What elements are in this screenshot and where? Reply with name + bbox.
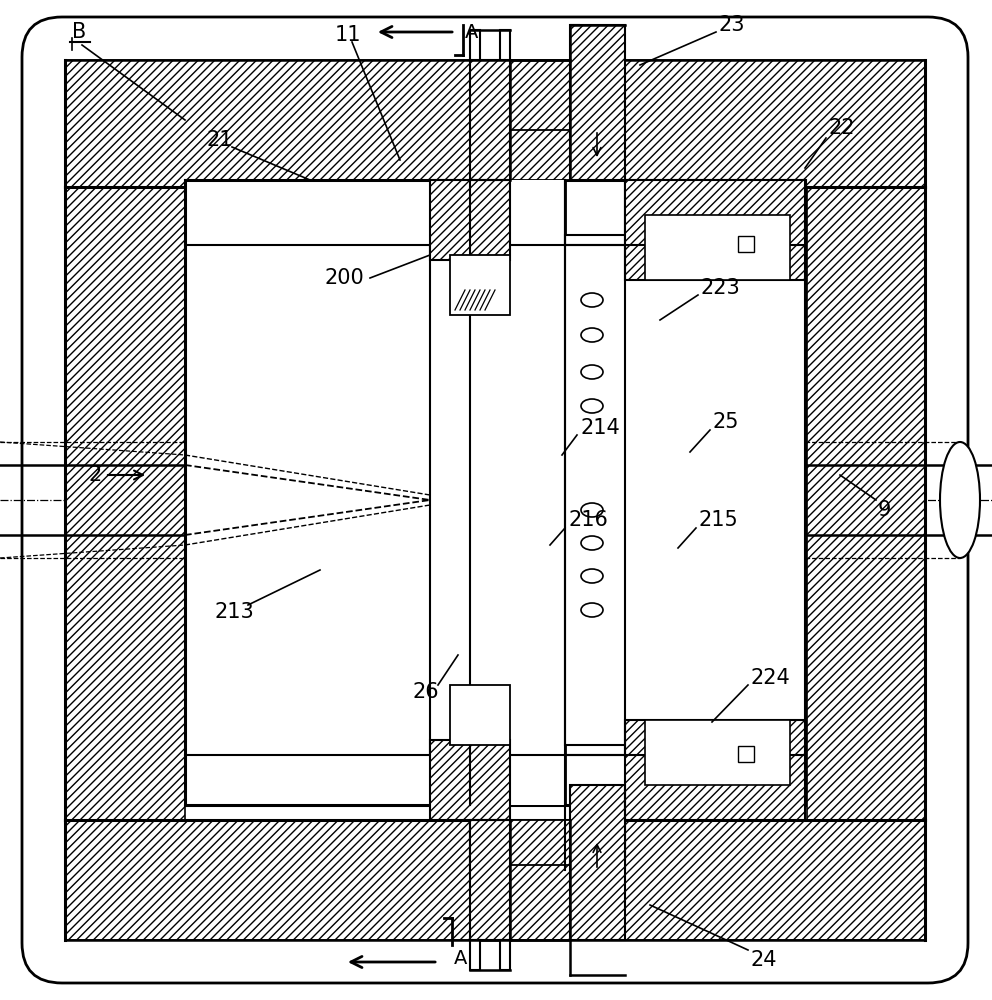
Bar <box>500 940 510 970</box>
Bar <box>185 180 565 805</box>
Text: A: A <box>454 948 467 968</box>
Bar <box>625 180 805 280</box>
Bar <box>450 685 510 745</box>
Bar <box>470 180 565 805</box>
Ellipse shape <box>940 442 980 558</box>
Bar <box>65 820 925 940</box>
Ellipse shape <box>581 603 603 617</box>
Bar <box>470 60 510 180</box>
Text: 214: 214 <box>580 418 620 438</box>
Bar <box>430 740 510 820</box>
Text: 200: 200 <box>325 268 365 288</box>
Text: 215: 215 <box>698 510 738 530</box>
Ellipse shape <box>581 293 603 307</box>
Bar <box>625 720 805 820</box>
Text: 9: 9 <box>878 500 892 520</box>
Bar <box>470 30 480 60</box>
Ellipse shape <box>581 503 603 517</box>
Bar <box>470 820 510 940</box>
Bar <box>500 30 510 60</box>
Text: 26: 26 <box>412 682 438 702</box>
Bar <box>470 60 510 180</box>
Ellipse shape <box>581 569 603 583</box>
Bar <box>470 820 510 940</box>
Bar <box>570 785 625 940</box>
Bar <box>470 940 480 970</box>
Text: 25: 25 <box>712 412 738 432</box>
Bar <box>738 746 754 762</box>
Ellipse shape <box>581 536 603 550</box>
Bar <box>430 180 510 260</box>
Ellipse shape <box>581 328 603 342</box>
Text: 22: 22 <box>828 118 854 138</box>
Text: 2: 2 <box>88 465 101 485</box>
Text: B: B <box>72 22 86 42</box>
Bar <box>430 180 510 260</box>
Bar <box>565 235 805 745</box>
Ellipse shape <box>581 365 603 379</box>
Text: 24: 24 <box>750 950 777 970</box>
Ellipse shape <box>581 399 603 413</box>
Bar <box>500 30 510 60</box>
Text: 216: 216 <box>568 510 608 530</box>
Bar <box>625 720 805 820</box>
Bar <box>645 215 790 280</box>
Bar <box>470 30 480 60</box>
Bar <box>510 820 570 865</box>
Text: 223: 223 <box>700 278 740 298</box>
Text: 224: 224 <box>750 668 790 688</box>
Bar <box>510 130 570 180</box>
Bar <box>65 187 185 820</box>
Text: 23: 23 <box>718 15 745 35</box>
Text: A: A <box>465 22 478 41</box>
Bar <box>565 180 805 805</box>
Bar <box>470 130 510 180</box>
Text: 11: 11 <box>335 25 361 45</box>
Bar <box>500 940 510 970</box>
Bar <box>470 820 510 870</box>
Bar <box>625 180 805 280</box>
FancyBboxPatch shape <box>22 17 968 983</box>
Bar <box>570 785 625 940</box>
Bar <box>645 720 790 785</box>
Text: 21: 21 <box>207 130 233 150</box>
Bar <box>450 255 510 315</box>
Bar <box>470 940 480 970</box>
Bar <box>570 25 625 180</box>
Bar <box>570 25 625 180</box>
Text: 213: 213 <box>215 602 255 622</box>
Bar <box>65 60 925 187</box>
Bar <box>430 740 510 820</box>
Bar <box>807 187 925 820</box>
Bar <box>738 236 754 252</box>
